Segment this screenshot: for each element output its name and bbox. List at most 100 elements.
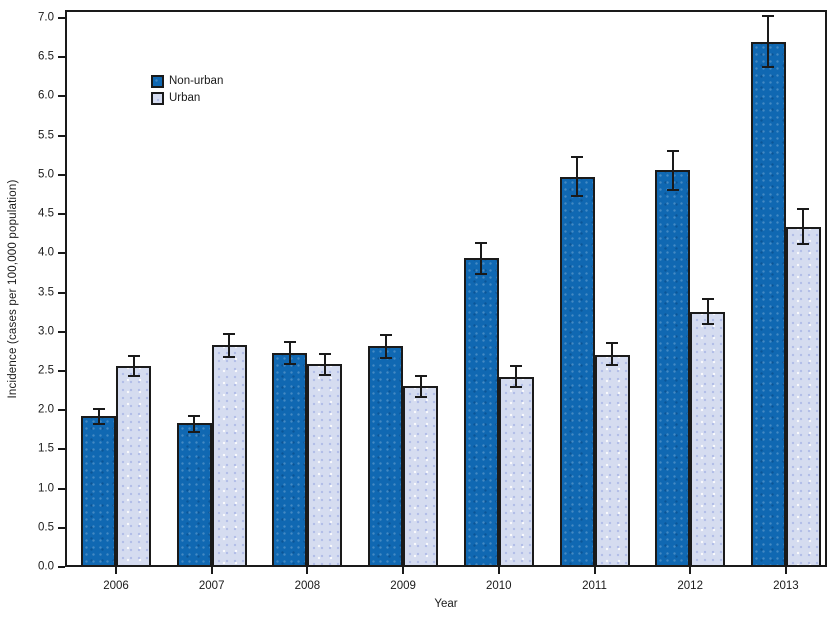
error-bar-line xyxy=(384,334,387,359)
error-bar-cap xyxy=(701,322,714,325)
y-tick xyxy=(58,369,65,372)
error-bar-line xyxy=(480,243,483,274)
bar-non-urban-2006 xyxy=(81,415,116,565)
error-bar-line xyxy=(97,408,100,425)
y-tick-label: 0.0 xyxy=(38,560,54,573)
error-bar-cap xyxy=(318,352,331,355)
bar-non-urban-2007 xyxy=(176,423,212,565)
x-tick-label: 2010 xyxy=(486,579,512,592)
error-bar-line xyxy=(193,415,196,433)
error-bar-line xyxy=(802,209,805,244)
x-tick xyxy=(593,567,596,574)
error-bar-cap xyxy=(188,431,201,434)
y-tick-label: 1.0 xyxy=(38,481,54,494)
y-tick xyxy=(58,487,65,490)
y-tick-label: 1.5 xyxy=(38,442,54,455)
error-bar-cap xyxy=(283,362,296,365)
error-bar-cap xyxy=(379,333,392,336)
error-bar-line xyxy=(706,298,709,324)
error-bar-cap xyxy=(797,208,810,211)
y-tick xyxy=(58,409,65,412)
x-tick-label: 2011 xyxy=(582,579,607,592)
x-tick-label: 2007 xyxy=(198,579,225,592)
y-tick xyxy=(58,213,65,216)
x-tick-label: 2006 xyxy=(103,579,129,592)
error-bar-cap xyxy=(666,150,679,153)
y-tick xyxy=(58,566,65,568)
y-tick xyxy=(58,56,65,59)
bar-non-urban-2011 xyxy=(559,177,595,565)
error-bar-cap xyxy=(92,423,105,426)
x-tick xyxy=(784,567,787,574)
x-tick xyxy=(306,567,309,574)
bar-non-urban-2012 xyxy=(655,170,691,565)
y-tick-label: 3.0 xyxy=(38,324,54,337)
y-tick-label: 2.0 xyxy=(38,403,54,416)
x-tick-label: 2008 xyxy=(294,579,321,592)
bar-urban-2007 xyxy=(211,345,247,565)
error-bar-cap xyxy=(223,355,236,358)
error-bar-cap xyxy=(797,242,810,245)
x-axis-title: Year xyxy=(434,598,458,610)
bar-urban-2008 xyxy=(307,363,343,565)
bar-urban-2012 xyxy=(690,312,726,565)
x-tick xyxy=(210,567,213,574)
error-bar-line xyxy=(611,342,613,366)
y-tick-label: 2.5 xyxy=(38,364,54,377)
error-bar-cap xyxy=(510,385,523,388)
y-tick xyxy=(58,173,65,176)
legend-item-urban: Urban xyxy=(151,92,223,106)
y-tick xyxy=(58,448,65,451)
y-tick-label: 6.5 xyxy=(38,50,54,63)
y-tick xyxy=(58,330,65,333)
x-tick-label: 2013 xyxy=(773,579,799,592)
legend-swatch-non-urban xyxy=(151,75,164,89)
y-tick-label: 0.5 xyxy=(38,521,54,534)
error-bar-line xyxy=(515,366,518,387)
bar-non-urban-2013 xyxy=(750,41,786,565)
error-bar-cap xyxy=(414,374,427,377)
legend-item-non-urban: Non-urban xyxy=(151,75,223,89)
bar-non-urban-2009 xyxy=(368,345,404,565)
error-bar-line xyxy=(132,356,135,377)
y-tick-label: 7.0 xyxy=(38,11,54,24)
error-bar-cap xyxy=(606,364,618,367)
error-bar-cap xyxy=(571,195,583,198)
error-bar-line xyxy=(767,15,770,68)
bar-urban-2009 xyxy=(403,385,439,565)
error-bar-cap xyxy=(223,333,236,336)
bar-urban-2006 xyxy=(116,366,151,565)
error-bar-cap xyxy=(571,155,583,158)
y-tick-label: 5.0 xyxy=(38,168,54,181)
bar-urban-2010 xyxy=(498,377,534,565)
error-bar-cap xyxy=(606,341,618,344)
y-tick-label: 4.0 xyxy=(38,246,54,259)
bar-non-urban-2010 xyxy=(463,258,499,565)
error-bar-cap xyxy=(762,66,775,69)
error-bar-cap xyxy=(318,373,331,376)
error-bar-cap xyxy=(510,365,523,368)
legend-swatch-urban xyxy=(151,92,164,106)
x-tick xyxy=(115,567,117,574)
y-tick xyxy=(58,291,65,294)
bar-urban-2013 xyxy=(785,226,821,565)
y-tick-label: 3.5 xyxy=(38,285,54,298)
legend: Non-urban Urban xyxy=(151,75,223,109)
error-bar-cap xyxy=(475,272,488,275)
error-bar-cap xyxy=(762,14,775,17)
y-tick-label: 6.0 xyxy=(38,89,54,102)
y-tick xyxy=(58,17,65,19)
x-tick-label: 2009 xyxy=(390,579,416,592)
error-bar-line xyxy=(288,341,291,364)
error-bar-cap xyxy=(666,188,679,191)
error-bar-cap xyxy=(188,414,201,417)
plot-area: Non-urban Urban 0.0 0.5 1.0 1.5 2.0 2.5 3.0 3.5 4… xyxy=(38,10,827,591)
bar-non-urban-2008 xyxy=(272,352,308,565)
error-bar-line xyxy=(576,156,578,197)
x-tick xyxy=(497,567,500,574)
x-tick xyxy=(402,567,405,574)
error-bar-cap xyxy=(379,357,392,360)
y-tick xyxy=(58,95,65,98)
error-bar-cap xyxy=(283,340,296,343)
